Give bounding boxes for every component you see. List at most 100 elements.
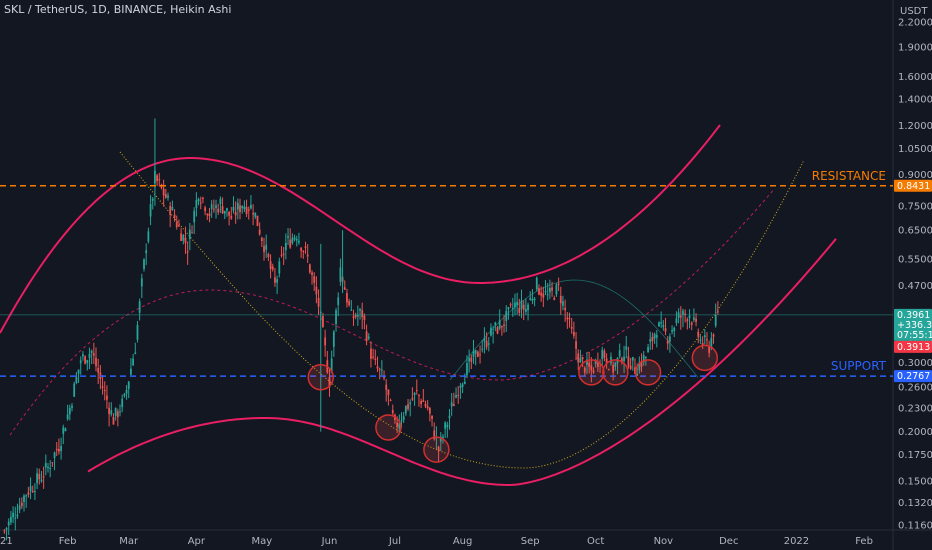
candle-body <box>188 229 191 240</box>
candle-body <box>23 495 25 502</box>
candle-body <box>199 202 202 204</box>
x-tick-label: Oct <box>587 536 604 547</box>
resistance-price-badge: 0.8431 <box>894 179 932 192</box>
candle-body <box>505 310 508 321</box>
bounce-circle-marker[interactable] <box>307 363 335 391</box>
candle-body <box>92 353 95 356</box>
candle-body <box>409 402 412 405</box>
x-tick-label: 2022 <box>784 536 809 547</box>
candle-body <box>498 320 501 329</box>
y-tick-label: 0.6500 <box>898 226 932 237</box>
bounce-circle-marker[interactable] <box>634 359 662 386</box>
candle-body <box>90 350 93 353</box>
candle-body <box>138 301 141 313</box>
candle-body <box>51 462 54 464</box>
candle-body <box>38 473 41 480</box>
candle-body <box>518 308 521 313</box>
candle-body <box>16 514 19 517</box>
candle-body <box>612 365 615 373</box>
candle-body <box>254 212 257 217</box>
candle-body <box>112 416 115 425</box>
bounce-circle-marker[interactable] <box>691 344 719 372</box>
bounce-circle-marker[interactable] <box>375 414 402 441</box>
candle-body <box>503 324 505 326</box>
candle-body <box>424 403 427 407</box>
candle-body <box>162 188 165 196</box>
interval-label[interactable]: 1D <box>91 3 107 16</box>
candle-body <box>389 400 392 402</box>
candle-body <box>232 206 235 211</box>
candle-body <box>660 322 663 324</box>
candle-body <box>58 448 60 452</box>
candle-body <box>134 352 137 355</box>
candle-body <box>236 202 239 210</box>
candle-body <box>20 502 23 507</box>
candle-body <box>577 353 580 363</box>
candle-body <box>180 233 183 241</box>
candle-body <box>47 466 49 469</box>
candle-body <box>649 339 652 342</box>
chart-style-label[interactable]: Heikin Ashi <box>170 3 232 16</box>
candle-body <box>548 287 551 293</box>
candle-body <box>287 236 289 238</box>
candle-body <box>485 340 488 348</box>
candle-body <box>215 205 217 208</box>
candle-body <box>668 336 671 342</box>
candle-body <box>223 210 226 214</box>
candle-body <box>592 370 595 373</box>
candle-body <box>509 304 512 306</box>
candle-body <box>121 398 124 408</box>
candle-body <box>55 448 58 451</box>
x-tick-label: Jul <box>388 536 401 547</box>
candle-body <box>511 308 514 310</box>
y-tick-label: 0.1160 <box>898 520 932 531</box>
bounce-circle-marker[interactable] <box>602 359 629 386</box>
candle-body <box>64 428 67 432</box>
candle-body <box>596 362 599 367</box>
candle-body <box>206 214 209 216</box>
candle-body <box>328 377 331 388</box>
candle-body <box>73 383 76 397</box>
candle-body <box>400 420 403 422</box>
candle-body <box>132 358 135 366</box>
candle-body <box>380 369 383 371</box>
candle-body <box>119 411 121 413</box>
candle-body <box>479 354 481 356</box>
candle-body <box>546 294 549 296</box>
candle-body <box>420 401 423 405</box>
support-price-badge: 0.2767 <box>894 370 932 383</box>
candle-body <box>631 356 634 361</box>
candle-body <box>171 206 174 211</box>
candle-body <box>219 198 222 205</box>
candle-body <box>474 349 477 354</box>
candle-body <box>385 384 388 390</box>
candle-body <box>538 288 540 295</box>
candle-body <box>703 335 706 338</box>
candle-body <box>95 357 97 367</box>
candle-body <box>274 277 276 283</box>
symbol-label[interactable]: SKL / TetherUS <box>4 3 85 16</box>
candle-body <box>308 264 311 273</box>
candle-body <box>671 330 673 332</box>
candle-body <box>651 336 654 342</box>
y-tick-label: 1.4000 <box>898 95 932 106</box>
candle-body <box>60 445 62 452</box>
candle-body <box>402 416 405 420</box>
lower-channel-curve <box>87 238 837 487</box>
candle-body <box>470 357 473 362</box>
candle-body <box>431 415 433 419</box>
candle-body <box>191 232 193 234</box>
bounce-circle-marker[interactable] <box>423 436 450 463</box>
candle-body <box>7 521 10 526</box>
candle-body <box>555 284 558 295</box>
bounce-circle-marker[interactable] <box>578 359 605 386</box>
candle-body <box>378 368 381 370</box>
candle-body <box>468 357 471 362</box>
resistance-price-badge-text: 0.8431 <box>897 181 930 192</box>
y-tick-label: 1.2000 <box>898 121 932 132</box>
candle-body <box>315 286 318 295</box>
candle-body <box>217 208 220 213</box>
candle-body <box>607 369 610 371</box>
candle-body <box>428 407 431 414</box>
